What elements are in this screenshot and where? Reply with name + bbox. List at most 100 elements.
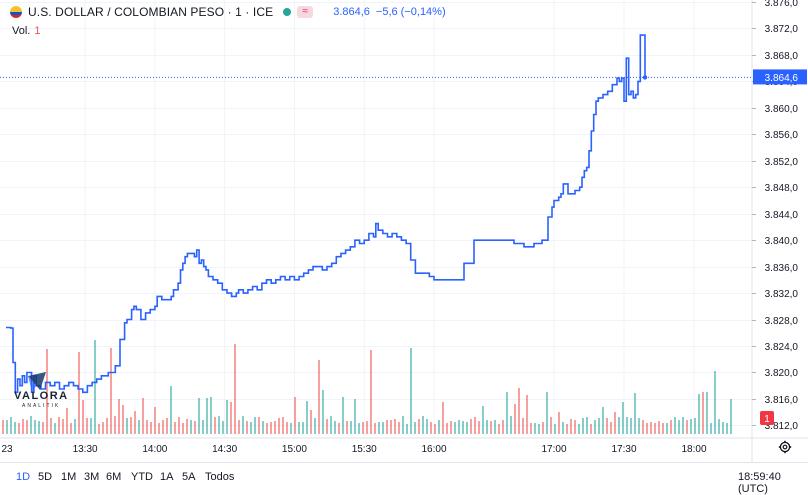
volume-bar: [222, 421, 224, 434]
volume-bar: [174, 422, 176, 434]
volume-bar: [538, 424, 540, 434]
y-tick-label: 3.852,0: [765, 157, 799, 168]
volume-bar: [730, 399, 732, 434]
volume-bar: [318, 360, 320, 434]
utc-clock[interactable]: 18:59:40 (UTC): [738, 471, 781, 495]
y-tick-label: 3.868,0: [765, 51, 799, 62]
volume-bar: [250, 422, 252, 434]
logo-text: VALORA: [14, 390, 69, 402]
volume-bar: [150, 422, 152, 434]
volume-bar: [142, 398, 144, 434]
volume-bar: [414, 422, 416, 434]
volume-bar: [110, 348, 112, 434]
logo-mark-icon: [28, 372, 46, 392]
volume-bar: [698, 394, 700, 434]
volume-bar: [462, 421, 464, 434]
y-tick-label: 3.840,0: [765, 236, 799, 247]
volume-bar: [50, 418, 52, 434]
volume-bar: [602, 407, 604, 434]
volume-bar: [126, 418, 128, 434]
volume-bar: [66, 408, 68, 434]
volume-bar: [662, 423, 664, 434]
volume-bar: [154, 407, 156, 434]
price-series-line: [6, 34, 646, 394]
y-tick-label: 3.824,0: [765, 342, 799, 353]
market-status-icon[interactable]: [283, 8, 292, 16]
volume-bar: [290, 423, 292, 434]
volume-bar: [450, 421, 452, 434]
volume-bar: [594, 420, 596, 434]
volume-bar: [234, 344, 236, 434]
volume-bar: [526, 395, 528, 434]
range-ytd[interactable]: YTD: [131, 471, 153, 483]
volume-bar: [638, 418, 640, 434]
x-tick-label: 15:30: [352, 444, 377, 455]
gear-icon[interactable]: [778, 440, 792, 454]
volume-bar: [422, 416, 424, 434]
us-flag-icon: [10, 6, 22, 18]
range-5d[interactable]: 5D: [38, 471, 53, 483]
volume-bar: [190, 420, 192, 434]
volume-bar: [370, 350, 372, 434]
volume-bar: [170, 386, 172, 434]
volume-bar: [630, 418, 632, 434]
volume-bar: [658, 421, 660, 434]
volume-bar: [46, 349, 48, 434]
volume-bar: [350, 421, 352, 434]
y-tick-label: 3.872,0: [765, 24, 799, 35]
volume-bar: [230, 402, 232, 434]
volume-bar: [562, 422, 564, 434]
range-6m[interactable]: 6M: [106, 471, 122, 483]
volume-bar: [610, 422, 612, 434]
volume-bar: [258, 417, 260, 434]
time-axis[interactable]: 23 13:30 14:00 14:30 15:00 15:30 16:00 17:00 17:…: [0, 437, 808, 455]
volume-bar: [138, 420, 140, 434]
range-3m[interactable]: 3M: [84, 471, 100, 483]
volume-bar: [194, 421, 196, 434]
volume-bar: [94, 340, 96, 434]
volume-bar: [346, 421, 348, 434]
volume-bar: [550, 417, 552, 434]
x-tick-label: 18:00: [681, 444, 706, 455]
volume-bar: [62, 419, 64, 434]
volume-bar: [374, 423, 376, 434]
range-5a[interactable]: 5A: [182, 471, 196, 483]
volume-bar: [522, 418, 524, 434]
volume-bar: [238, 420, 240, 434]
range-1a[interactable]: 1A: [160, 471, 174, 483]
volume-bar: [694, 418, 696, 434]
price-axis[interactable]: 3.876,03.872,03.868,03.864,03.860,03.856…: [751, 0, 807, 462]
volume-bar: [586, 417, 588, 434]
volume-bar: [666, 423, 668, 434]
volume-bar: [70, 423, 72, 434]
y-tick-label: 3.828,0: [765, 316, 799, 327]
volume-bar: [382, 422, 384, 434]
volume-bar: [446, 423, 448, 434]
volume-bar: [298, 422, 300, 434]
last-price: 3.864,6: [333, 6, 370, 18]
range-1m[interactable]: 1M: [61, 471, 77, 483]
range-todos[interactable]: Todos: [205, 471, 235, 483]
volume-bar: [366, 421, 368, 434]
volume-bar: [654, 423, 656, 434]
range-1d[interactable]: 1D: [16, 471, 31, 483]
volume-bar: [670, 420, 672, 434]
volume-bar: [58, 417, 60, 434]
volume-bar: [718, 419, 720, 434]
volume-bar: [302, 422, 304, 434]
volume-bar: [226, 400, 228, 434]
volume-bar: [130, 417, 132, 434]
volume-bar: [34, 420, 36, 434]
volume-bar: [566, 424, 568, 434]
volume-bar: [558, 412, 560, 434]
price-change: −5,6 (−0,14%): [375, 6, 446, 18]
volume-bar: [518, 388, 520, 434]
volume-bar: [278, 418, 280, 434]
symbol-title[interactable]: U.S. DOLLAR / COLOMBIAN PESO · 1 · ICE: [28, 5, 274, 19]
x-tick-label: 17:00: [541, 444, 566, 455]
volume-bar: [714, 371, 716, 434]
compare-icon[interactable]: ≈: [297, 6, 314, 18]
volume-bar: [634, 393, 636, 434]
volume-bar: [590, 424, 592, 434]
